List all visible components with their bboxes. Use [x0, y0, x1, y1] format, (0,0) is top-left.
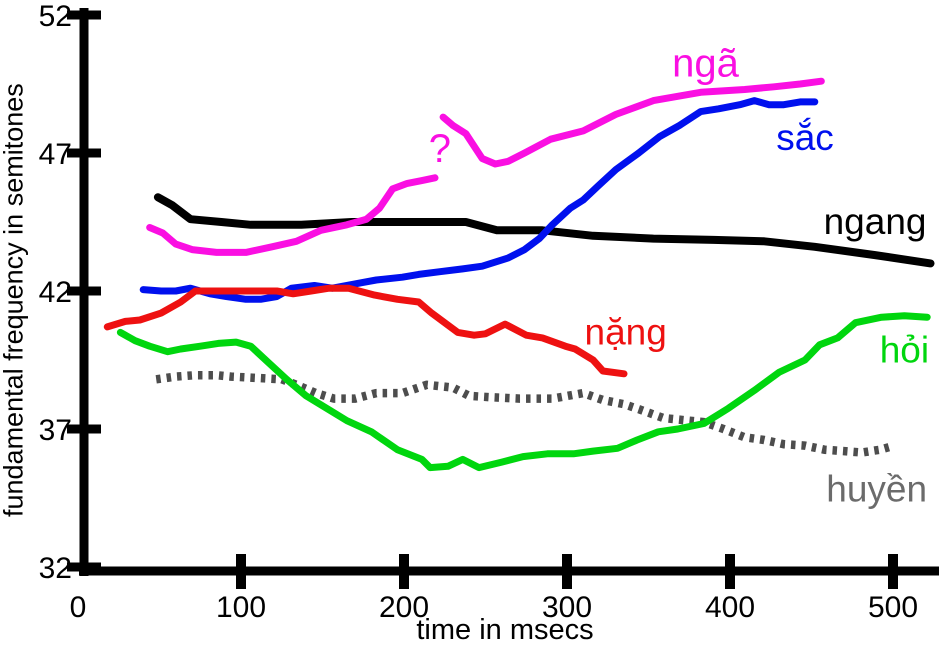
- series-line-ngang: [153, 193, 935, 268]
- series-label-huyen: huyền: [826, 469, 927, 510]
- series-line-nga-seg2: [439, 77, 825, 168]
- series-label-nga: ngã: [672, 41, 739, 85]
- question-mark-annotation: ?: [429, 127, 451, 171]
- series-line-hoi: [116, 312, 931, 472]
- y-tick-label-52: 52: [39, 0, 72, 33]
- y-tick-label-47: 47: [39, 138, 72, 171]
- series-line-huyen: [155, 370, 896, 457]
- y-axis-title: fundamental frequency in semitones: [0, 83, 29, 517]
- y-tick-label-32: 32: [39, 552, 72, 585]
- x-tick-label-400: 400: [705, 591, 755, 624]
- x-axis-title: time in msecs: [416, 614, 594, 646]
- series-line-nga-seg1: [146, 174, 439, 256]
- series-label-sac: sắc: [776, 117, 834, 158]
- x-tick-label-200: 200: [379, 591, 429, 624]
- y-tick-label-37: 37: [39, 414, 72, 447]
- x-tick-label-300: 300: [542, 591, 592, 624]
- series-label-hoi: hỏi: [880, 329, 929, 370]
- x-tick-label-100: 100: [216, 591, 266, 624]
- series-label-ngang: ngang: [824, 201, 927, 242]
- series-label-nang: nặng: [585, 311, 667, 352]
- x-tick-label-0: 0: [70, 591, 87, 624]
- series-line-nang: [103, 284, 628, 378]
- x-tick-label-500: 500: [868, 591, 918, 624]
- series-line-sac: [139, 97, 819, 303]
- y-tick-label-42: 42: [39, 276, 72, 309]
